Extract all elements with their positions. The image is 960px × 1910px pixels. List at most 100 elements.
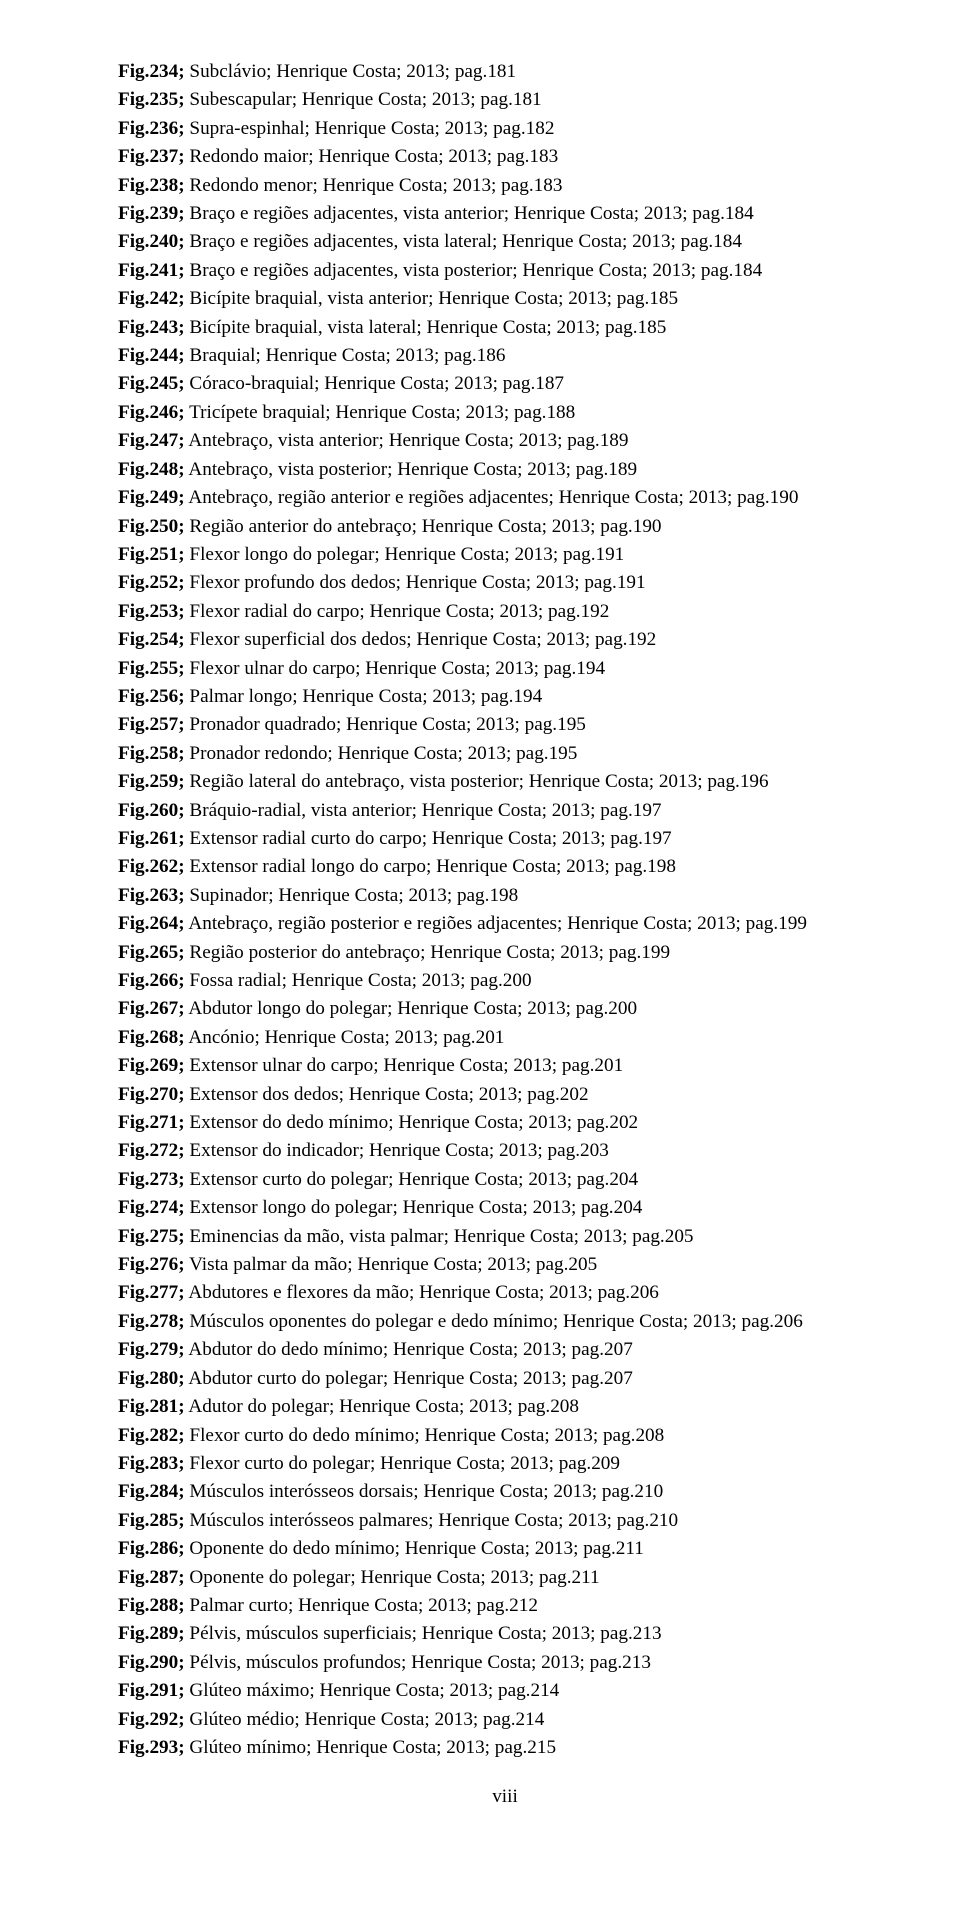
figure-entry: Fig.236; Supra-espinhal; Henrique Costa;… (118, 115, 892, 143)
figure-description: Oponente do polegar; Henrique Costa; 201… (185, 1567, 600, 1588)
figure-number: Fig.258; (118, 743, 185, 764)
figure-number: Fig.275; (118, 1226, 185, 1247)
figure-description: Músculos oponentes do polegar e dedo mín… (185, 1311, 803, 1332)
figure-number: Fig.264; (118, 913, 185, 934)
figure-entry: Fig.246; Tricípete braquial; Henrique Co… (118, 399, 892, 427)
figure-entry: Fig.278; Músculos oponentes do polegar e… (118, 1308, 892, 1336)
figure-entry: Fig.282; Flexor curto do dedo mínimo; He… (118, 1422, 892, 1450)
figure-description: Oponente do dedo mínimo; Henrique Costa;… (185, 1538, 644, 1559)
figure-entry: Fig.255; Flexor ulnar do carpo; Henrique… (118, 655, 892, 683)
figure-number: Fig.253; (118, 601, 185, 622)
figure-description: Glúteo mínimo; Henrique Costa; 2013; pag… (185, 1737, 556, 1758)
figure-number: Fig.276; (118, 1254, 185, 1275)
figure-entry: Fig.266; Fossa radial; Henrique Costa; 2… (118, 967, 892, 995)
figure-description: Adutor do polegar; Henrique Costa; 2013;… (185, 1396, 579, 1417)
figure-number: Fig.238; (118, 175, 185, 196)
figure-description: Vista palmar da mão; Henrique Costa; 201… (185, 1254, 598, 1275)
figure-description: Extensor do indicador; Henrique Costa; 2… (185, 1140, 609, 1161)
figure-description: Pronador quadrado; Henrique Costa; 2013;… (185, 714, 586, 735)
figure-number: Fig.244; (118, 345, 185, 366)
figure-number: Fig.259; (118, 771, 185, 792)
figure-description: Córaco-braquial; Henrique Costa; 2013; p… (185, 373, 564, 394)
figure-description: Glúteo médio; Henrique Costa; 2013; pag.… (185, 1709, 545, 1730)
figure-description: Antebraço, vista anterior; Henrique Cost… (185, 430, 629, 451)
figure-description: Subclávio; Henrique Costa; 2013; pag.181 (185, 61, 516, 82)
figure-number: Fig.250; (118, 516, 185, 537)
figure-number: Fig.251; (118, 544, 185, 565)
figure-description: Extensor do dedo mínimo; Henrique Costa;… (185, 1112, 639, 1133)
figure-number: Fig.293; (118, 1737, 185, 1758)
figure-number: Fig.240; (118, 231, 185, 252)
figure-entry: Fig.248; Antebraço, vista posterior; Hen… (118, 456, 892, 484)
figure-number: Fig.284; (118, 1481, 185, 1502)
figure-number: Fig.234; (118, 61, 185, 82)
figure-description: Braço e regiões adjacentes, vista poster… (185, 260, 763, 281)
figure-description: Braquial; Henrique Costa; 2013; pag.186 (185, 345, 506, 366)
figure-description: Antebraço, região anterior e regiões adj… (185, 487, 799, 508)
figure-entry: Fig.242; Bicípite braquial, vista anteri… (118, 285, 892, 313)
figure-entry: Fig.267; Abdutor longo do polegar; Henri… (118, 995, 892, 1023)
figure-entry: Fig.264; Antebraço, região posterior e r… (118, 910, 892, 938)
figure-entry: Fig.287; Oponente do polegar; Henrique C… (118, 1564, 892, 1592)
figure-entry: Fig.243; Bicípite braquial, vista latera… (118, 314, 892, 342)
figure-entry: Fig.251; Flexor longo do polegar; Henriq… (118, 541, 892, 569)
figure-entry: Fig.239; Braço e regiões adjacentes, vis… (118, 200, 892, 228)
figure-entry: Fig.234; Subclávio; Henrique Costa; 2013… (118, 58, 892, 86)
figure-number: Fig.278; (118, 1311, 185, 1332)
figure-entry: Fig.277; Abdutores e flexores da mão; He… (118, 1279, 892, 1307)
figure-entry: Fig.238; Redondo menor; Henrique Costa; … (118, 172, 892, 200)
figure-number: Fig.261; (118, 828, 185, 849)
figure-description: Braço e regiões adjacentes, vista latera… (185, 231, 742, 252)
figure-entry: Fig.262; Extensor radial longo do carpo;… (118, 853, 892, 881)
figure-description: Fossa radial; Henrique Costa; 2013; pag.… (185, 970, 532, 991)
figure-description: Bráquio-radial, vista anterior; Henrique… (185, 800, 662, 821)
figure-entry: Fig.293; Glúteo mínimo; Henrique Costa; … (118, 1734, 892, 1762)
figure-number: Fig.286; (118, 1538, 185, 1559)
figure-list-page: Fig.234; Subclávio; Henrique Costa; 2013… (0, 0, 960, 1848)
figure-number: Fig.282; (118, 1425, 185, 1446)
figure-number: Fig.280; (118, 1368, 185, 1389)
figure-entry: Fig.292; Glúteo médio; Henrique Costa; 2… (118, 1706, 892, 1734)
figure-number: Fig.271; (118, 1112, 185, 1133)
figure-description: Abdutor curto do polegar; Henrique Costa… (185, 1368, 633, 1389)
figure-number: Fig.257; (118, 714, 185, 735)
figure-description: Flexor profundo dos dedos; Henrique Cost… (185, 572, 646, 593)
figure-entry: Fig.274; Extensor longo do polegar; Henr… (118, 1194, 892, 1222)
figure-description: Abdutor longo do polegar; Henrique Costa… (185, 998, 637, 1019)
figure-entry: Fig.279; Abdutor do dedo mínimo; Henriqu… (118, 1336, 892, 1364)
figure-description: Antebraço, vista posterior; Henrique Cos… (185, 459, 637, 480)
figure-entry: Fig.268; Ancónio; Henrique Costa; 2013; … (118, 1024, 892, 1052)
figure-description: Flexor radial do carpo; Henrique Costa; … (185, 601, 610, 622)
figure-entry: Fig.284; Músculos interósseos dorsais; H… (118, 1478, 892, 1506)
figure-description: Extensor ulnar do carpo; Henrique Costa;… (185, 1055, 624, 1076)
figure-number: Fig.249; (118, 487, 185, 508)
figure-number: Fig.269; (118, 1055, 185, 1076)
figure-entry: Fig.261; Extensor radial curto do carpo;… (118, 825, 892, 853)
figure-number: Fig.265; (118, 942, 185, 963)
figure-description: Abdutor do dedo mínimo; Henrique Costa; … (185, 1339, 633, 1360)
figure-description: Extensor dos dedos; Henrique Costa; 2013… (185, 1084, 589, 1105)
figure-entry: Fig.253; Flexor radial do carpo; Henriqu… (118, 598, 892, 626)
figure-entry: Fig.285; Músculos interósseos palmares; … (118, 1507, 892, 1535)
figure-number: Fig.237; (118, 146, 185, 167)
figure-description: Palmar longo; Henrique Costa; 2013; pag.… (185, 686, 543, 707)
figure-number: Fig.256; (118, 686, 185, 707)
figure-number: Fig.290; (118, 1652, 185, 1673)
figure-number: Fig.291; (118, 1680, 185, 1701)
figure-number: Fig.247; (118, 430, 185, 451)
figure-entry: Fig.259; Região lateral do antebraço, vi… (118, 768, 892, 796)
figure-description: Flexor curto do polegar; Henrique Costa;… (185, 1453, 620, 1474)
figure-number: Fig.268; (118, 1027, 185, 1048)
figure-entry: Fig.257; Pronador quadrado; Henrique Cos… (118, 711, 892, 739)
figure-entry: Fig.260; Bráquio-radial, vista anterior;… (118, 797, 892, 825)
figure-description: Bicípite braquial, vista anterior; Henri… (185, 288, 678, 309)
figure-description: Pronador redondo; Henrique Costa; 2013; … (185, 743, 578, 764)
figure-description: Ancónio; Henrique Costa; 2013; pag.201 (185, 1027, 505, 1048)
figure-description: Braço e regiões adjacentes, vista anteri… (185, 203, 754, 224)
figure-number: Fig.239; (118, 203, 185, 224)
figure-entry: Fig.283; Flexor curto do polegar; Henriq… (118, 1450, 892, 1478)
figure-entry: Fig.288; Palmar curto; Henrique Costa; 2… (118, 1592, 892, 1620)
figure-entry: Fig.275; Eminencias da mão, vista palmar… (118, 1223, 892, 1251)
figure-entry: Fig.237; Redondo maior; Henrique Costa; … (118, 143, 892, 171)
figure-number: Fig.288; (118, 1595, 185, 1616)
